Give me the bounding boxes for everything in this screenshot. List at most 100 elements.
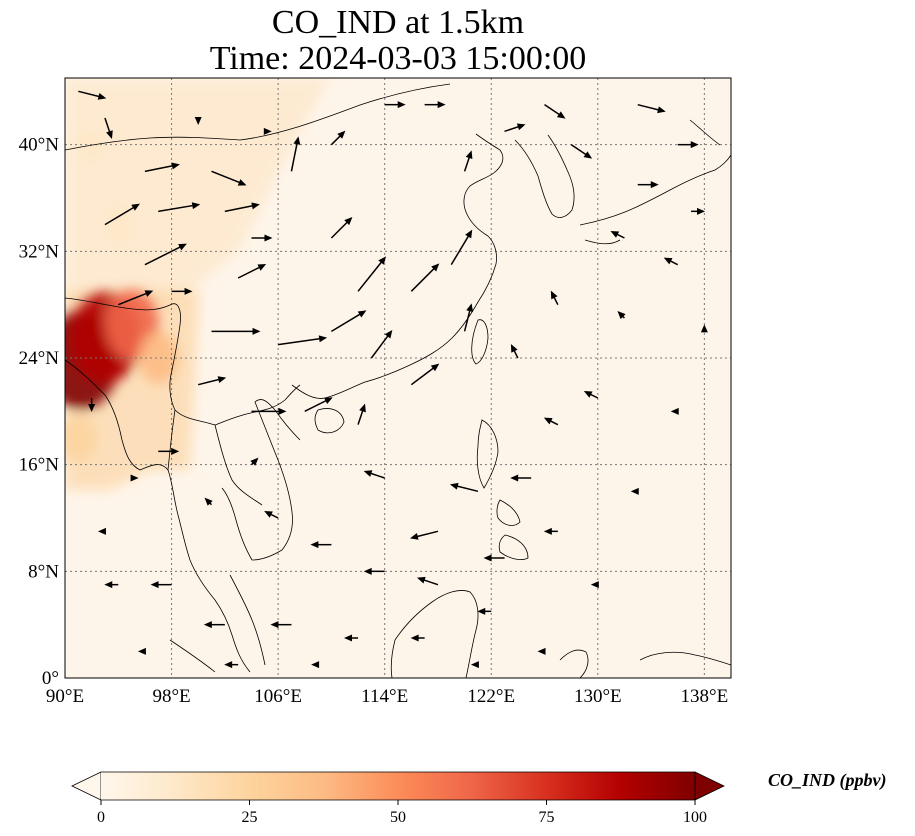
wind-vector: [104, 203, 140, 226]
wind-vector: [483, 554, 505, 562]
wind-vector: [250, 457, 259, 466]
lon-tick-label: 106°E: [254, 686, 302, 707]
wind-vector: [158, 202, 201, 213]
wind-vector: [363, 470, 385, 479]
wind-vector: [224, 661, 239, 669]
wind-vector: [78, 90, 107, 100]
colorbar-tick-label: 25: [242, 809, 258, 826]
colorbar-tick-label: 0: [97, 809, 105, 826]
wind-vector: [570, 144, 593, 159]
wind-vector: [270, 621, 292, 629]
wind-vector: [158, 447, 180, 455]
wind-vector: [410, 634, 425, 642]
wind-vector: [384, 101, 406, 109]
colorbar-gradient: [101, 772, 695, 800]
wind-vector: [310, 541, 332, 549]
wind-vector: [416, 576, 439, 586]
wind-vector: [583, 391, 599, 399]
wind-vector: [330, 130, 346, 146]
wind-vector: [290, 136, 301, 172]
wind-vector: [171, 287, 193, 295]
wind-vector: [357, 403, 366, 425]
wind-vector: [463, 303, 474, 332]
wind-vector: [97, 527, 106, 535]
lat-tick-label: 16°N: [19, 455, 60, 476]
map-frame: [64, 77, 732, 679]
wind-vector: [677, 141, 699, 149]
wind-vector: [198, 376, 227, 386]
co-hotspot-3: [138, 332, 179, 384]
co-hotspot-5: [103, 205, 134, 245]
wind-vector: [224, 202, 260, 213]
wind-vector: [409, 530, 439, 540]
wind-vector: [357, 256, 387, 292]
wind-vector: [663, 257, 679, 266]
wind-vector: [477, 607, 492, 615]
wind-vector: [424, 101, 446, 109]
wind-vector: [410, 363, 440, 386]
wind-vector: [463, 150, 473, 172]
wind-vector: [370, 330, 393, 359]
wind-vector: [104, 117, 113, 139]
wind-vector: [251, 407, 287, 415]
wind-vector: [543, 527, 558, 535]
wind-vector: [537, 647, 546, 655]
wind-vector: [331, 310, 367, 332]
wind-vector: [470, 661, 479, 669]
lon-tick-label: 122°E: [467, 686, 515, 707]
wind-vector: [237, 264, 267, 279]
wind-vector: [251, 234, 273, 242]
wind-vector: [263, 127, 272, 135]
lat-tick-label: 24°N: [19, 348, 60, 369]
wind-vector: [330, 217, 353, 239]
wind-vector: [278, 335, 328, 346]
colorbar-extend-max: [694, 771, 725, 801]
wind-vector: [363, 567, 385, 575]
wind-vector: [194, 117, 202, 125]
wind-vector: [410, 263, 440, 292]
coastlines: [65, 83, 731, 678]
colorbar-label: CO_IND (ppbv): [768, 770, 887, 790]
lon-tick-label: 138°E: [681, 686, 729, 707]
wind-vector: [691, 207, 706, 215]
colorbar-tick-label: 50: [390, 809, 406, 826]
lat-tick-label: 32°N: [19, 241, 60, 262]
lon-tick-label: 90°E: [46, 686, 84, 707]
wind-vector: [344, 634, 359, 642]
colorbar-tick-label: 75: [539, 809, 555, 826]
wind-vector: [211, 327, 261, 335]
colorbar-extend-min: [71, 771, 102, 801]
wind-vector: [544, 104, 566, 119]
lat-tick-label: 40°N: [19, 135, 60, 156]
colorbar-tick-label: 100: [683, 809, 707, 826]
wind-vector: [590, 581, 599, 589]
wind-vector: [150, 581, 172, 589]
wind-vector: [550, 290, 559, 306]
wind-vector: [450, 229, 473, 266]
wind-vector: [311, 661, 320, 669]
wind-vector: [130, 474, 139, 482]
wind-vector: [510, 474, 532, 482]
lat-tick-label: 8°N: [28, 561, 59, 582]
lon-tick-label: 130°E: [574, 686, 622, 707]
wind-vector: [630, 487, 639, 495]
wind-vector: [543, 417, 559, 426]
lon-tick-label: 114°E: [361, 686, 408, 707]
wind-vector: [88, 398, 96, 412]
wind-vector: [670, 407, 679, 415]
wind-vector: [144, 243, 187, 266]
wind-vector: [449, 482, 479, 493]
lon-tick-label: 98°E: [152, 686, 190, 707]
wind-vector: [637, 103, 666, 114]
wind-vector: [637, 181, 659, 189]
wind-vector: [264, 511, 279, 519]
wind-vector: [211, 170, 247, 186]
wind-vector: [700, 324, 708, 333]
lat-tick-label: 0°: [42, 668, 59, 689]
wind-vector: [510, 344, 519, 359]
map-title: CO_IND at 1.5km: [271, 4, 525, 41]
colorbar: 0 25 50 75 100: [71, 771, 725, 826]
map-subtitle-time: Time: 2024-03-03 15:00:00: [209, 40, 587, 77]
wind-vector: [504, 123, 526, 133]
